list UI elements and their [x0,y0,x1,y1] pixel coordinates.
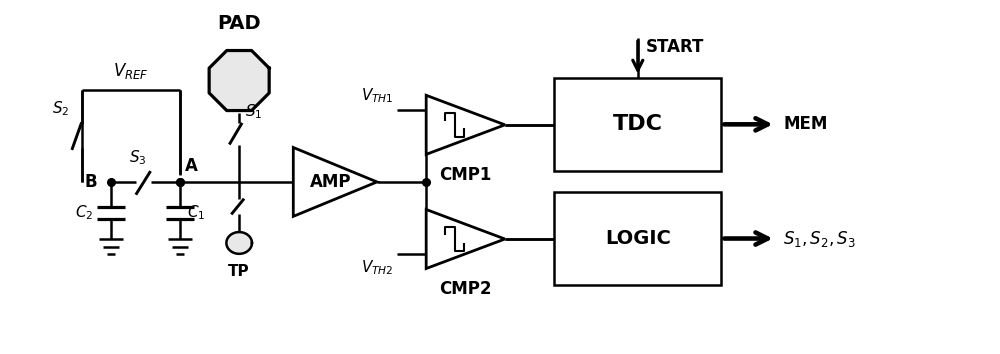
Text: TDC: TDC [613,114,663,134]
Text: AMP: AMP [310,173,352,191]
Text: $S_2$: $S_2$ [52,100,69,119]
Polygon shape [426,210,505,269]
Text: B: B [85,173,97,191]
Polygon shape [226,232,252,254]
Text: $S_3$: $S_3$ [129,148,147,167]
Text: $V_{TH1}$: $V_{TH1}$ [361,86,394,105]
Text: $C_2$: $C_2$ [75,203,93,222]
Polygon shape [293,148,377,216]
Text: CMP2: CMP2 [439,280,492,298]
Text: $S_1$: $S_1$ [245,102,262,121]
Bar [554,78,721,171]
Polygon shape [426,95,505,154]
Text: A: A [185,157,198,175]
Text: $V_{TH2}$: $V_{TH2}$ [361,259,394,278]
Text: TP: TP [228,264,250,279]
Text: $S_1, S_2, S_3$: $S_1, S_2, S_3$ [783,229,856,249]
Text: MEM: MEM [783,115,828,133]
Text: $C_1$: $C_1$ [187,203,205,222]
Text: LOGIC: LOGIC [605,229,671,248]
Text: $V_{REF}$: $V_{REF}$ [113,61,149,81]
Polygon shape [209,51,269,110]
Text: CMP1: CMP1 [439,166,492,184]
Bar [554,192,721,285]
Text: START: START [646,38,704,56]
Text: PAD: PAD [217,14,261,33]
